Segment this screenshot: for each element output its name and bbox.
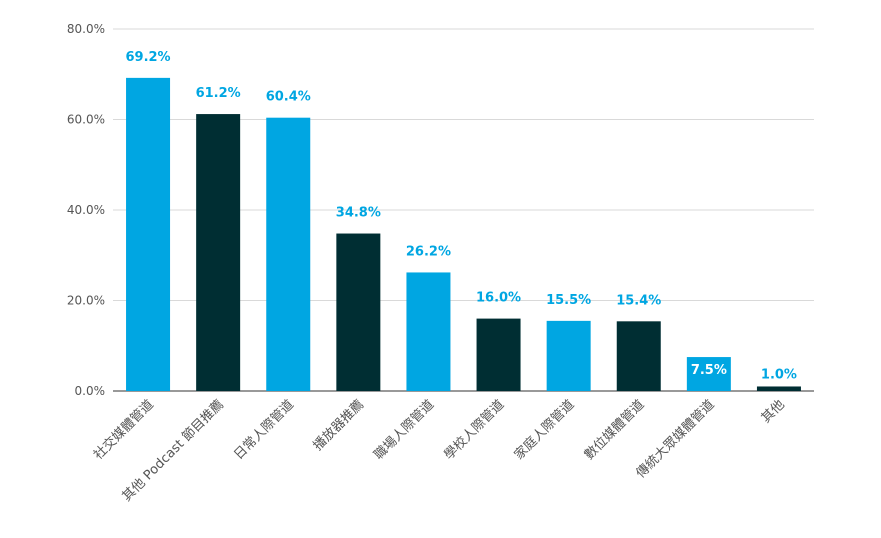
bar: [406, 272, 451, 391]
bar: [476, 318, 521, 391]
bar: [266, 117, 311, 391]
x-category-label: 其他: [759, 397, 788, 426]
bar: [756, 386, 801, 391]
x-category-label: 學校人際管道: [441, 397, 507, 463]
data-label: 1.0%: [761, 367, 797, 382]
bar: [616, 321, 661, 391]
data-label: 60.4%: [266, 90, 311, 105]
bar: [336, 233, 381, 391]
y-tick-label: 80.0%: [67, 22, 105, 36]
bar: [196, 114, 241, 391]
bar: [126, 77, 171, 392]
x-category-label: 職場人際管道: [372, 397, 438, 463]
y-tick-label: 0.0%: [75, 384, 106, 398]
y-tick-label: 60.0%: [67, 113, 105, 127]
y-tick-label: 40.0%: [67, 203, 105, 217]
y-tick-label: 20.0%: [67, 294, 105, 308]
x-category-label: 日常人際管道: [231, 397, 297, 463]
y-axis-ticks: 0.0% 20.0% 40.0% 60.0% 80.0%: [67, 22, 105, 398]
data-label: 26.2%: [406, 244, 451, 259]
x-category-label: 家庭人際管道: [511, 397, 577, 463]
x-category-label: 社交媒體管道: [90, 397, 156, 463]
x-category-label: 播放器推薦: [311, 397, 368, 454]
data-label: 15.4%: [616, 293, 661, 308]
x-category-label: 數位媒體管道: [582, 397, 648, 463]
bar: [546, 320, 591, 391]
data-label: 16.0%: [476, 291, 521, 306]
x-category-label: 傳統大眾媒體管道: [634, 397, 718, 481]
data-label: 61.2%: [196, 86, 241, 101]
data-label: 34.8%: [336, 206, 381, 221]
data-label: 7.5%: [691, 363, 727, 378]
bar: [686, 357, 731, 391]
data-label: 69.2%: [125, 50, 170, 65]
data-labels: 69.2% 61.2% 60.4% 34.8% 26.2% 16.0% 15.5% 15.4%…: [125, 50, 796, 383]
data-label: 15.5%: [546, 293, 591, 308]
bars: [126, 77, 801, 392]
